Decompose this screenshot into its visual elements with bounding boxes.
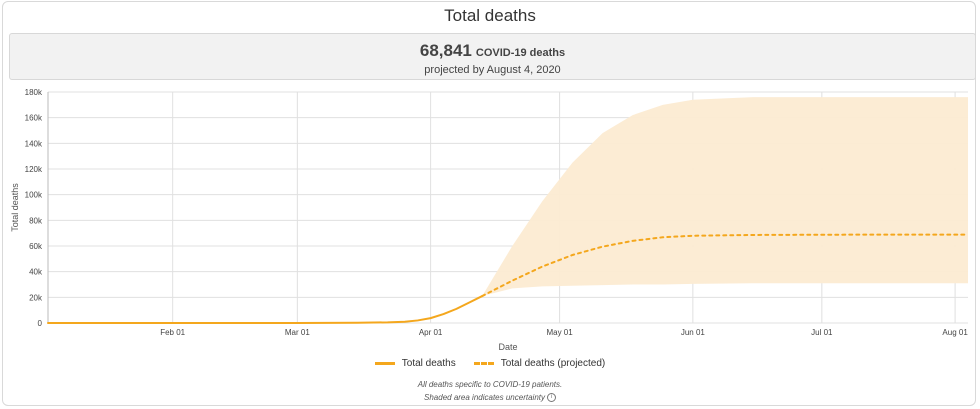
x-tick-label: Feb 01 bbox=[160, 328, 185, 337]
legend-label-actual: Total deaths bbox=[401, 358, 456, 369]
note-uncertainty: Shaded area indicates uncertainty bbox=[424, 393, 545, 402]
x-tick-label: Mar 01 bbox=[285, 328, 310, 337]
series-line-projected bbox=[481, 233, 969, 298]
y-tick-label: 80k bbox=[29, 216, 43, 225]
y-tick-label: 40k bbox=[29, 268, 43, 277]
y-tick-label: 140k bbox=[25, 139, 43, 148]
y-tick-label: 100k bbox=[25, 191, 43, 200]
info-icon[interactable]: i bbox=[546, 393, 556, 403]
chart-title: Total deaths bbox=[444, 6, 536, 25]
summary-headline: 68,841 COVID-19 deaths bbox=[10, 41, 975, 61]
note-deaths: All deaths specific to COVID-19 patients… bbox=[417, 380, 563, 389]
legend-swatch-solid bbox=[374, 362, 395, 365]
x-tick-label: Aug 01 bbox=[942, 328, 968, 337]
chart-notes: All deaths specific to COVID-19 patients… bbox=[0, 378, 980, 404]
note-uncertainty-line: Shaded area indicates uncertainty i bbox=[0, 391, 980, 404]
total-deaths-unit: COVID-19 deaths bbox=[475, 47, 566, 59]
x-tick-label: Apr 01 bbox=[419, 328, 443, 337]
legend-item-projected[interactable]: Total deaths (projected) bbox=[473, 358, 606, 369]
line-chart: 0 20k 40k 60k 80k 100k 120k 140k 160k 180k Feb 01 M… bbox=[10, 88, 969, 352]
y-tick-label: 160k bbox=[25, 114, 43, 123]
projection-date: projected by August 4, 2020 bbox=[424, 64, 561, 76]
total-deaths-value: 68,841 bbox=[419, 41, 472, 60]
x-axis-title: Date bbox=[498, 342, 517, 352]
y-tick-label: 0 bbox=[38, 319, 43, 328]
uncertainty-band bbox=[482, 97, 968, 297]
x-tick-label: Jul 01 bbox=[811, 328, 833, 337]
x-tick-label: May 01 bbox=[546, 328, 573, 337]
legend-swatch-dashed bbox=[473, 362, 494, 365]
y-axis-title: Total deaths bbox=[10, 183, 20, 232]
legend: Total deaths Total deaths (projected) bbox=[0, 358, 980, 369]
series-line-actual bbox=[47, 295, 484, 324]
summary-box: 68,841 COVID-19 deaths projected by Augus… bbox=[9, 33, 976, 80]
y-tick-label: 120k bbox=[25, 165, 43, 174]
legend-label-projected: Total deaths (projected) bbox=[500, 358, 606, 369]
legend-item-actual[interactable]: Total deaths bbox=[374, 358, 456, 369]
y-tick-label: 20k bbox=[29, 293, 43, 302]
y-tick-label: 60k bbox=[29, 242, 43, 251]
y-tick-label: 180k bbox=[25, 88, 43, 97]
x-tick-label: Jun 01 bbox=[681, 328, 706, 337]
